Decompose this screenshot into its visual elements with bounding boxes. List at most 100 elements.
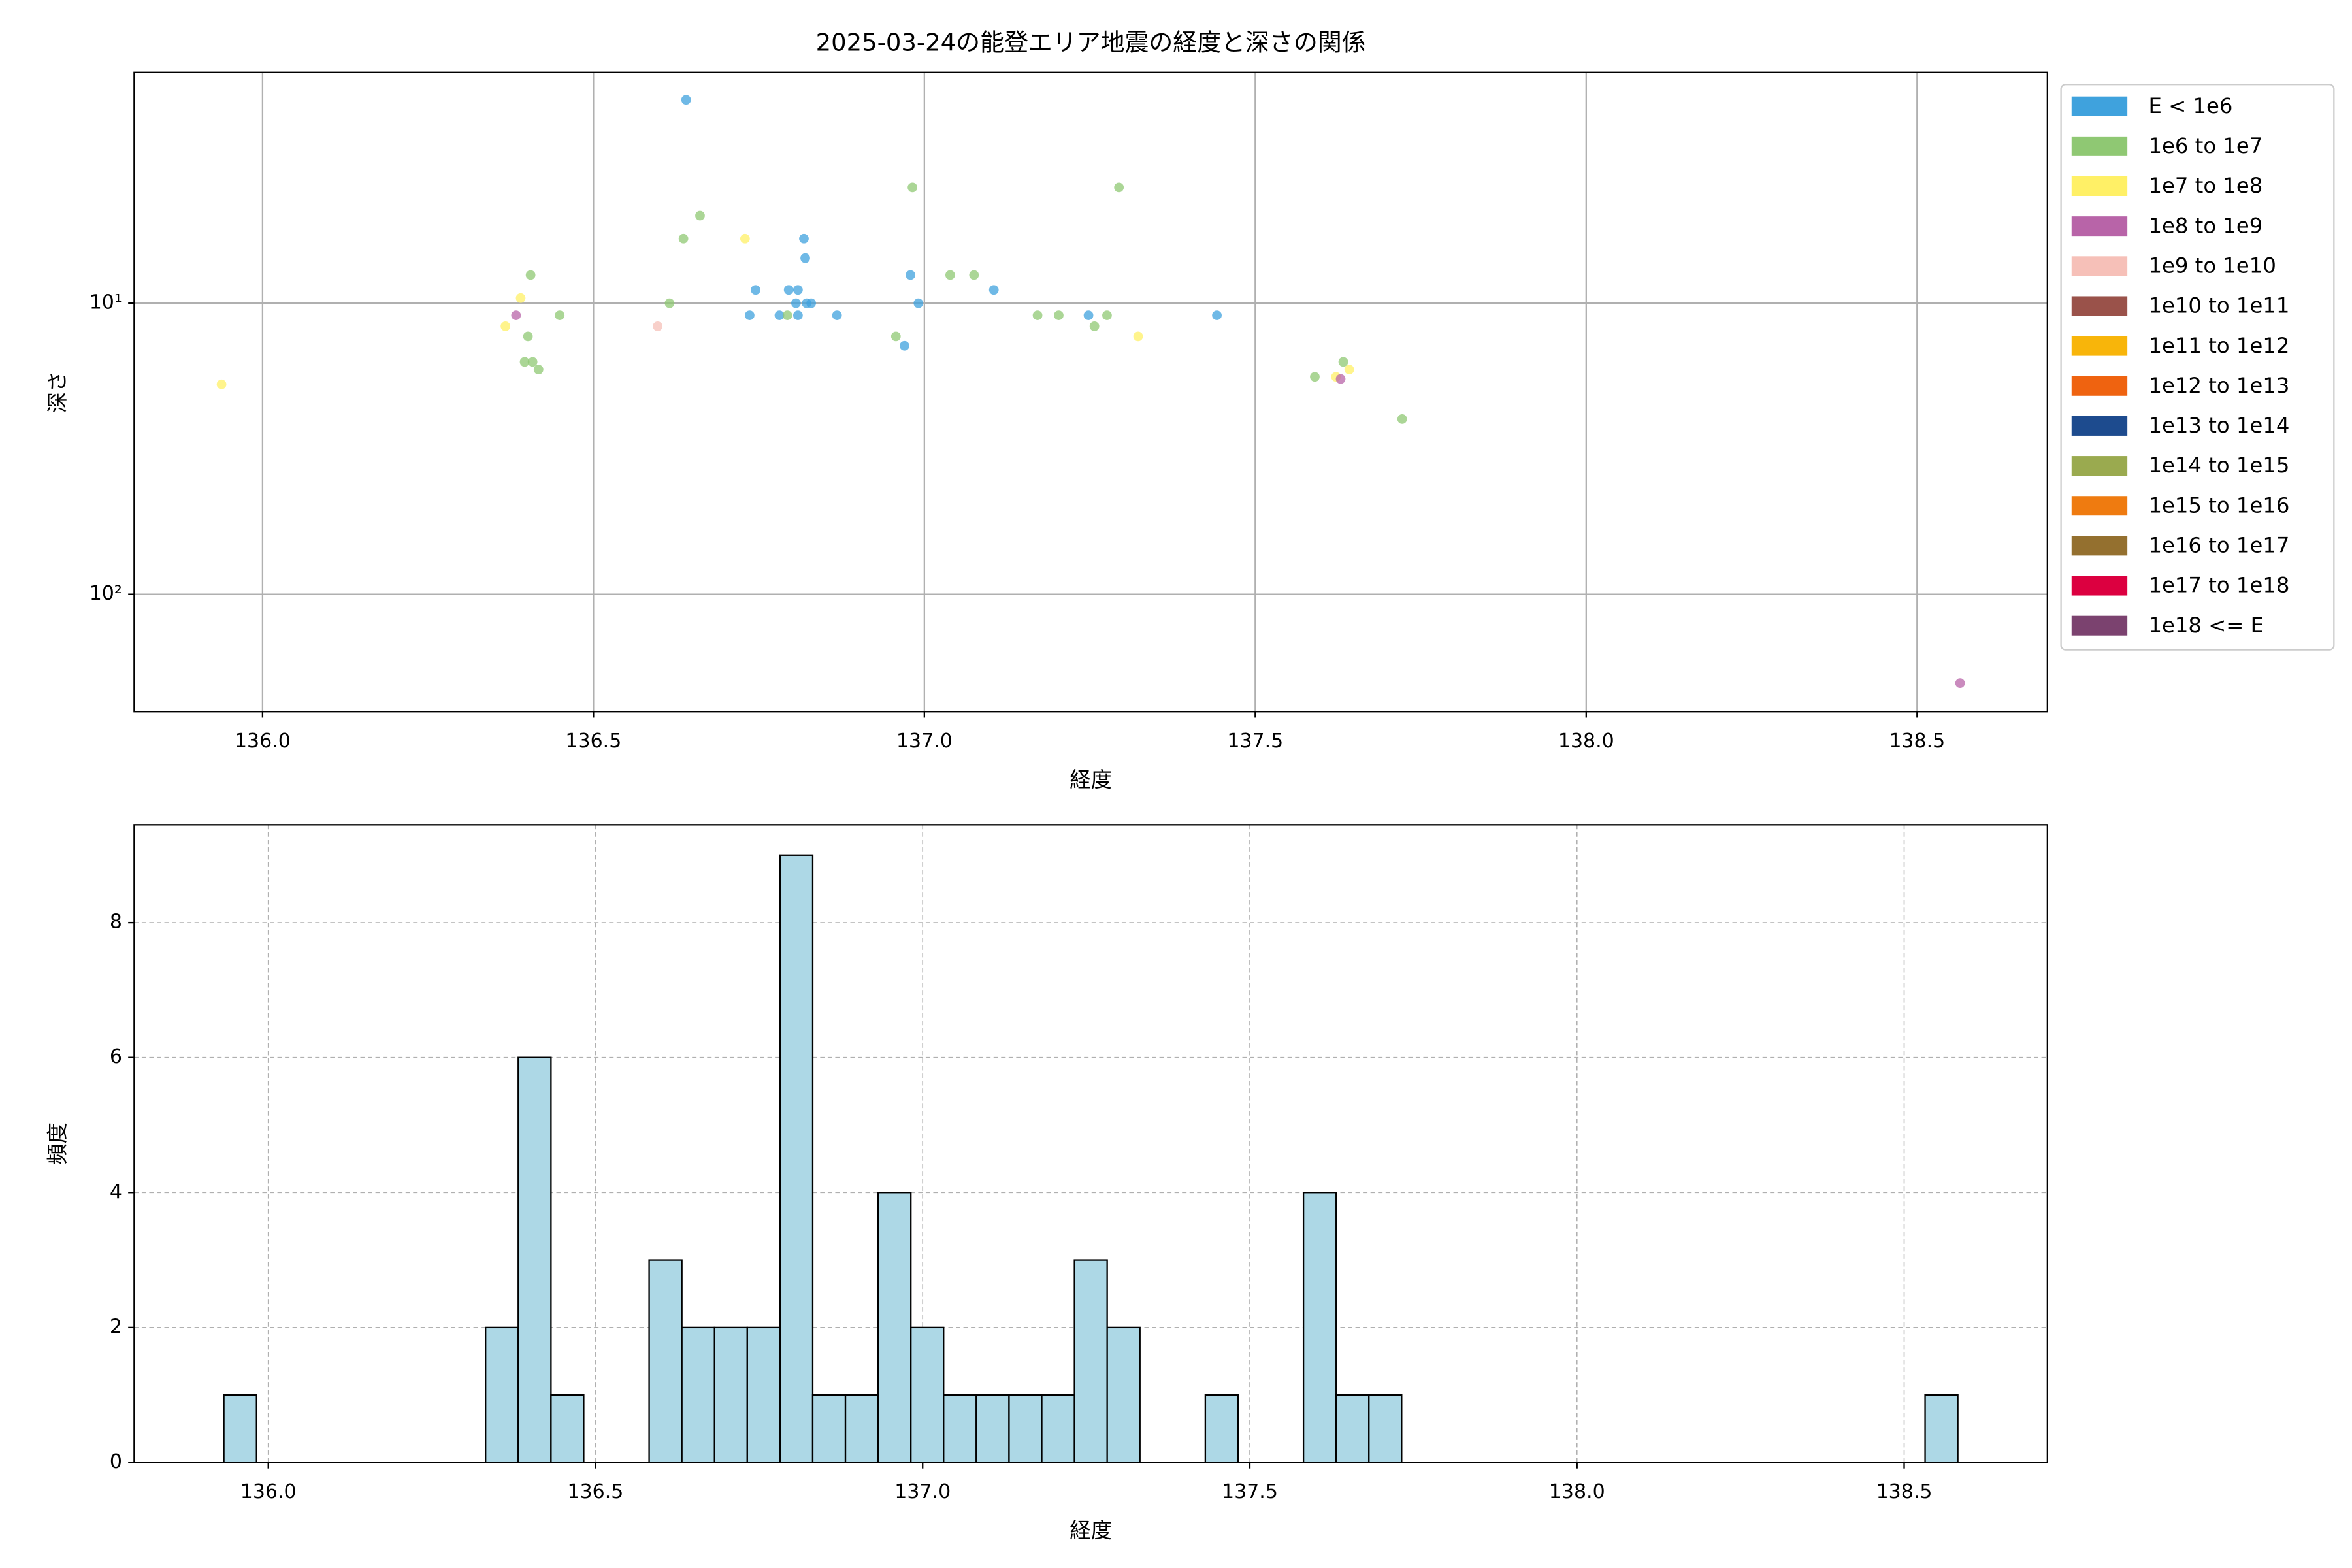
- scatter-point: [511, 310, 521, 320]
- legend-label: 1e10 to 1e11: [2148, 293, 2289, 318]
- legend-swatch: [2071, 216, 2128, 237]
- x-tick-label: 138.0: [1549, 1480, 1605, 1503]
- legend-label: 1e6 to 1e7: [2148, 133, 2262, 158]
- scatter-point: [783, 285, 794, 295]
- legend-label: 1e13 to 1e14: [2148, 413, 2289, 438]
- scatter-point: [664, 298, 675, 308]
- plot-frame: [133, 71, 2048, 713]
- x-tick-label: 136.5: [568, 1480, 624, 1503]
- legend-swatch: [2071, 536, 2128, 556]
- legend-box: [2060, 84, 2335, 651]
- x-tick-label: 137.5: [1227, 730, 1283, 753]
- legend-swatch: [2071, 376, 2128, 396]
- x-tick-label: 137.0: [894, 1480, 951, 1503]
- legend-label: 1e17 to 1e18: [2148, 573, 2289, 598]
- histogram-bar: [779, 854, 814, 1463]
- y-tick-label: 10¹: [90, 291, 122, 314]
- legend-label: 1e11 to 1e12: [2148, 333, 2289, 358]
- legend-label: 1e9 to 1e10: [2148, 253, 2276, 278]
- histogram-bar: [943, 1394, 977, 1463]
- x-tick-label: 137.5: [1222, 1480, 1278, 1503]
- scatter-point: [832, 310, 842, 320]
- legend-label: E < 1e6: [2148, 93, 2232, 118]
- scatter-point: [751, 285, 760, 295]
- legend-swatch: [2071, 136, 2128, 156]
- scatter-point: [1083, 310, 1094, 320]
- x-axis-label: 経度: [1070, 767, 1112, 792]
- histogram-bar: [1008, 1394, 1043, 1463]
- scatter-point: [1054, 310, 1064, 320]
- legend-swatch: [2071, 256, 2128, 276]
- scatter-point: [525, 270, 536, 280]
- legend-label: 1e15 to 1e16: [2148, 493, 2289, 517]
- scatter-point: [969, 270, 979, 280]
- scatter-point: [906, 270, 915, 280]
- scatter-point: [681, 95, 691, 105]
- scatter-point: [1102, 310, 1112, 320]
- histogram-bar: [550, 1394, 585, 1463]
- legend-swatch: [2071, 336, 2128, 356]
- legend-label: 1e7 to 1e8: [2148, 173, 2262, 198]
- histogram-bar: [844, 1394, 879, 1463]
- scatter-point: [555, 310, 565, 320]
- histogram-bar: [223, 1394, 257, 1463]
- scatter-point: [945, 270, 955, 280]
- legend-label: 1e14 to 1e15: [2148, 453, 2289, 478]
- scatter-point: [806, 298, 817, 308]
- scatter-point: [678, 233, 689, 244]
- x-tick-label: 136.0: [235, 730, 291, 753]
- histogram-bar: [1041, 1394, 1075, 1463]
- scatter-point: [1212, 310, 1222, 320]
- histogram-bar: [485, 1326, 519, 1463]
- scatter-point: [527, 357, 538, 367]
- legend-swatch: [2071, 296, 2128, 316]
- histogram-bar: [1335, 1394, 1370, 1463]
- scatter-point: [1955, 678, 1965, 689]
- x-tick-label: 138.5: [1889, 730, 1945, 753]
- scatter-point: [533, 365, 544, 375]
- legend-swatch: [2071, 416, 2128, 436]
- legend-label: 1e18 <= E: [2148, 613, 2264, 638]
- scatter-point: [1338, 357, 1348, 367]
- legend-swatch: [2071, 615, 2128, 636]
- legend-swatch: [2071, 576, 2128, 596]
- scatter-point: [500, 321, 511, 331]
- scatter-point: [791, 298, 801, 308]
- histogram-bar: [1204, 1394, 1239, 1463]
- histogram-bar: [811, 1394, 847, 1463]
- histogram-bar: [1302, 1192, 1337, 1463]
- y-tick-label: 6: [110, 1045, 122, 1068]
- scatter-point: [745, 310, 755, 320]
- y-axis-label: 頻度: [45, 1122, 70, 1165]
- legend-label: 1e16 to 1e17: [2148, 533, 2289, 558]
- x-tick-label: 136.5: [565, 730, 621, 753]
- scatter-point: [653, 321, 663, 331]
- x-axis-label: 経度: [1070, 1518, 1112, 1543]
- y-tick-label: 0: [110, 1450, 122, 1473]
- histogram-bar: [746, 1326, 781, 1463]
- legend-label: 1e8 to 1e9: [2148, 213, 2262, 238]
- scatter-point: [1335, 374, 1346, 384]
- scatter-point: [1133, 331, 1143, 342]
- scatter-point: [913, 298, 924, 308]
- y-tick-label: 4: [110, 1181, 122, 1203]
- scatter-point: [774, 310, 785, 320]
- x-tick-label: 138.5: [1876, 1480, 1933, 1503]
- scatter-point: [1310, 372, 1320, 382]
- scatter-point: [907, 182, 918, 193]
- scatter-point: [519, 357, 530, 367]
- scatter-point: [523, 331, 533, 342]
- histogram-bar: [877, 1192, 912, 1463]
- scatter-point: [988, 285, 999, 295]
- histogram-bar: [517, 1056, 552, 1463]
- chart-title: 2025-03-24の能登エリア地震の経度と深さの関係: [816, 28, 1366, 56]
- x-tick-label: 138.0: [1558, 730, 1614, 753]
- histogram-bar: [1073, 1259, 1108, 1463]
- x-tick-label: 136.0: [240, 1480, 297, 1503]
- x-tick-label: 137.0: [896, 730, 953, 753]
- scatter-point: [782, 310, 792, 320]
- scatter-point: [890, 331, 901, 342]
- y-tick-label: 2: [110, 1315, 122, 1338]
- scatter-point: [1089, 321, 1100, 331]
